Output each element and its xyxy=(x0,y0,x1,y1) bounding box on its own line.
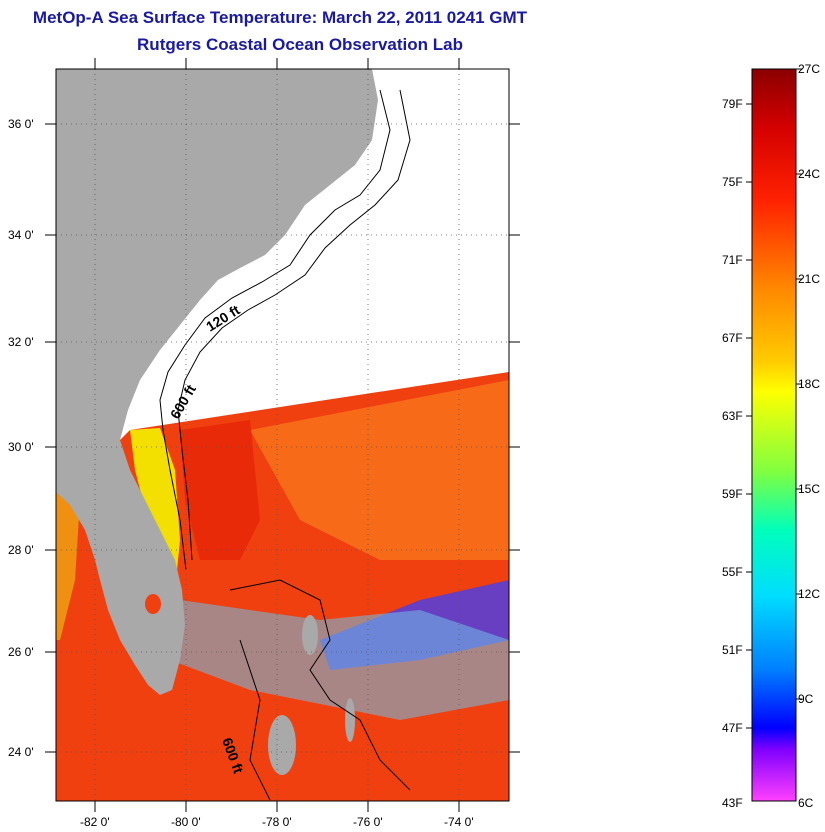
colorbar-c-label: 6C xyxy=(798,796,814,810)
colorbar-c-label: 9C xyxy=(798,692,814,706)
colorbar-c-label: 12C xyxy=(798,587,821,601)
lat-label: 34 0' xyxy=(8,228,34,242)
colorbar-f-label: 55F xyxy=(722,565,743,579)
colorbar xyxy=(751,68,797,802)
sst-gulf-west xyxy=(56,490,80,640)
colorbar-ticks xyxy=(746,68,802,729)
colorbar-c-label: 27C xyxy=(798,62,821,76)
map-subtitle: Rutgers Coastal Ocean Observation Lab xyxy=(137,35,463,54)
sst-gulf-stream xyxy=(180,420,260,560)
colorbar-f-label: 63F xyxy=(722,409,743,423)
lon-label: -80 0' xyxy=(171,815,201,829)
colorbar-f-label: 71F xyxy=(722,253,743,267)
colorbar-f-label: 75F xyxy=(722,175,743,189)
colorbar-f-label: 51F xyxy=(722,643,743,657)
lake-okeechobee xyxy=(145,594,161,614)
colorbar-c-label: 15C xyxy=(798,482,821,496)
island-andros xyxy=(268,715,296,775)
contour-600ft xyxy=(177,89,411,561)
colorbar-f-label: 79F xyxy=(722,97,743,111)
lat-label: 24 0' xyxy=(8,745,34,759)
colorbar-c-label: 18C xyxy=(798,377,821,391)
colorbar-c-label: 24C xyxy=(798,167,821,181)
sst-mixed-band xyxy=(170,600,509,720)
contour-bahamas xyxy=(229,579,411,801)
map-title: MetOp-A Sea Surface Temperature: March 2… xyxy=(32,8,528,27)
colorbar-f-label: 59F xyxy=(722,487,743,501)
lat-label: 32 0' xyxy=(8,335,34,349)
land-mass xyxy=(56,69,378,695)
lon-label: -82 0' xyxy=(80,815,110,829)
lat-label: 28 0' xyxy=(8,543,34,557)
lon-label: -74 0' xyxy=(444,815,474,829)
lat-label: 30 0' xyxy=(8,440,34,454)
lat-label: 26 0' xyxy=(8,645,34,659)
colorbar-f-label: 67F xyxy=(722,331,743,345)
colorbar-f-label: 43F xyxy=(722,796,743,810)
colorbar-f-label: 47F xyxy=(722,721,743,735)
lon-label: -76 0' xyxy=(353,815,383,829)
map-ticks xyxy=(45,58,520,812)
map-frame xyxy=(55,68,510,802)
lat-label: 36 0' xyxy=(8,117,34,131)
lon-label: -78 0' xyxy=(262,815,292,829)
island-abaco xyxy=(302,615,318,655)
graticule xyxy=(56,69,509,801)
sst-swath-orange xyxy=(250,380,509,560)
colorbar-c-label: 21C xyxy=(798,272,821,286)
island-eleuthera xyxy=(345,698,355,742)
contour-120ft xyxy=(159,89,391,571)
